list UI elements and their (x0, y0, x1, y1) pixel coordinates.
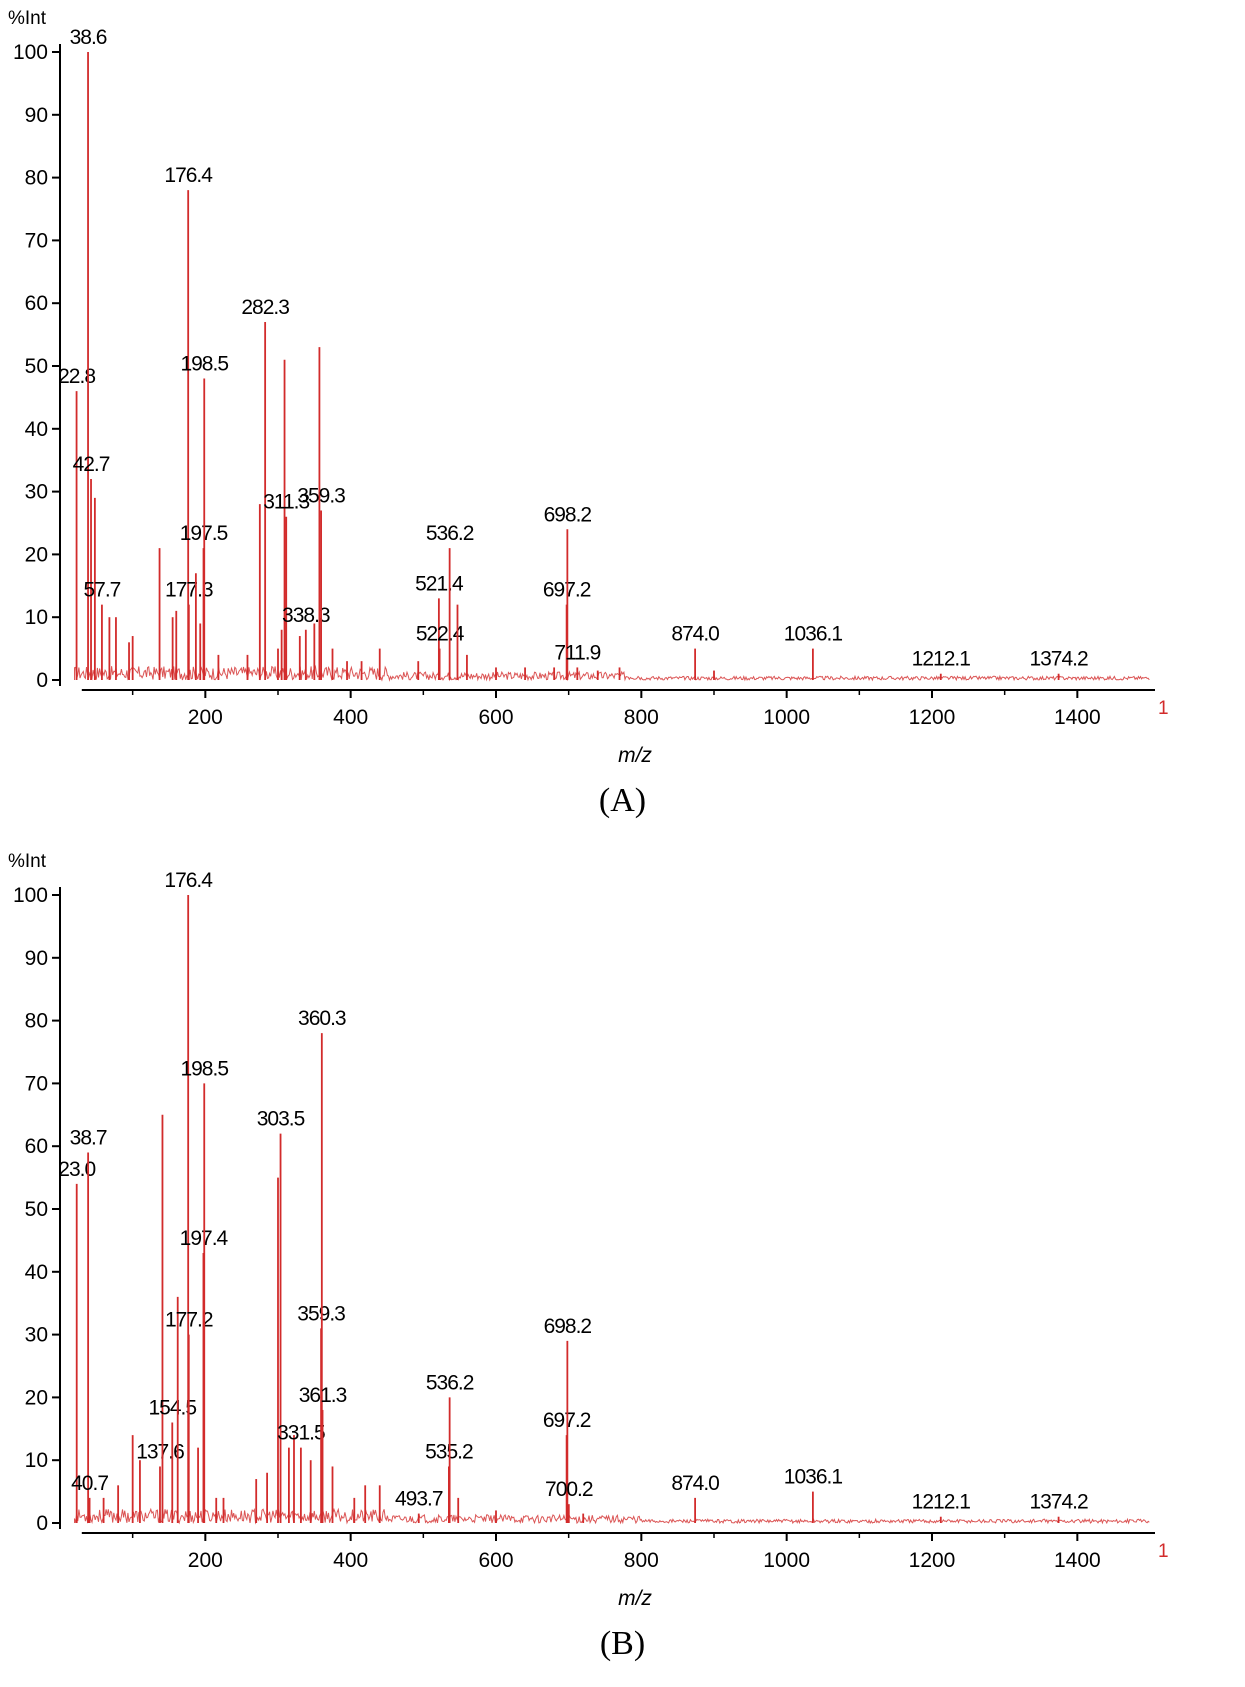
spectrum-panel-a: %Int 0 10 20 30 40 50 60 70 80 90 100 200 400 600 800 10… (0, 0, 1245, 843)
peak-label: 176.4 (164, 164, 213, 187)
mass-spectrum-b: %Int 0 10 20 30 40 50 60 70 80 90 100 200 400 600 800 10… (8, 851, 1169, 1610)
peak-label: 698.2 (544, 1315, 592, 1338)
peak-label: 57.7 (83, 579, 120, 602)
peak-label: 198.5 (180, 1057, 228, 1080)
y-axis-label: %Int (8, 8, 47, 29)
axis-edge-marker: 1 (1158, 698, 1169, 719)
x-axis-label: m/z (618, 1587, 652, 1610)
mass-spectrum-a: %Int 0 10 20 30 40 50 60 70 80 90 100 200 400 600 800 10… (8, 8, 1169, 767)
peak-label: 493.7 (395, 1488, 443, 1511)
peak-label: 1374.2 (1029, 648, 1088, 671)
peak-label: 521.4 (415, 572, 464, 595)
x-tick-label: 600 (478, 706, 513, 729)
x-tick-label: 800 (624, 706, 659, 729)
x-tick-label: 1400 (1054, 706, 1101, 729)
peak-label: 331.5 (277, 1422, 325, 1445)
peak-label: 311.3 (263, 491, 309, 514)
peak-label: 303.5 (257, 1108, 305, 1131)
y-tick-label: 80 (25, 1010, 48, 1033)
baseline-noise (74, 1507, 1150, 1525)
x-tick-label: 1400 (1054, 1549, 1101, 1572)
peak-label: 40.7 (71, 1472, 108, 1495)
y-tick-label: 10 (25, 606, 48, 629)
x-tick-label: 400 (333, 706, 368, 729)
panel-caption-a: (A) (598, 782, 647, 819)
y-axis-label: %Int (8, 851, 47, 872)
y-tick-label: 20 (25, 1386, 48, 1409)
peak-label: 38.7 (70, 1126, 107, 1149)
peak-label: 42.7 (73, 453, 110, 476)
peak-label: 177.2 (165, 1309, 213, 1332)
peak-label: 700.2 (545, 1478, 593, 1501)
peak-label: 23.0 (58, 1158, 95, 1181)
y-tick-label: 100 (13, 41, 48, 64)
peak-label: 360.3 (298, 1007, 346, 1030)
peak-label: 176.4 (164, 869, 213, 892)
peak-label: 198.5 (180, 353, 228, 376)
peak-label: 1036.1 (784, 1466, 843, 1489)
x-tick-label: 1200 (909, 706, 956, 729)
peak-label: 359.3 (297, 484, 345, 507)
peak-label: 536.2 (426, 1371, 474, 1394)
peak-label: 154.5 (148, 1397, 196, 1420)
baseline-noise (73, 664, 1150, 682)
peak-label: 1374.2 (1029, 1491, 1088, 1514)
y-tick-label: 0 (36, 669, 48, 692)
x-axis-label: m/z (618, 744, 652, 767)
y-tick-label: 90 (25, 104, 48, 127)
peak-label: 282.3 (241, 296, 289, 319)
peak-label: 1212.1 (912, 648, 971, 671)
y-tick-label: 50 (25, 355, 48, 378)
y-tick-label: 30 (25, 1324, 48, 1347)
peak-label: 874.0 (671, 623, 719, 646)
peak-label: 338.3 (282, 604, 330, 627)
y-tick-label: 10 (25, 1449, 48, 1472)
y-tick-label: 70 (25, 229, 48, 252)
y-tick-label: 30 (25, 481, 48, 504)
y-tick-label: 40 (25, 1261, 48, 1284)
x-tick-label: 1000 (763, 1549, 810, 1572)
y-tick-label: 100 (13, 884, 48, 907)
axis-edge-marker: 1 (1158, 1541, 1169, 1562)
y-tick-label: 50 (25, 1198, 48, 1221)
peak-label: 38.6 (70, 26, 107, 49)
panel-caption-b: (B) (599, 1625, 646, 1662)
peak-label: 1212.1 (912, 1491, 971, 1514)
y-tick-label: 80 (25, 167, 48, 190)
y-tick-label: 60 (25, 1135, 48, 1158)
y-tick-label: 70 (25, 1072, 48, 1095)
peak-label: 698.2 (544, 503, 592, 526)
y-tick-label: 0 (36, 1512, 48, 1535)
x-tick-label: 600 (478, 1549, 513, 1572)
peak-label: 522.4 (416, 623, 465, 646)
x-tick-label: 200 (188, 1549, 223, 1572)
y-tick-label: 20 (25, 543, 48, 566)
y-tick-label: 90 (25, 947, 48, 970)
peak-label: 177.3 (165, 579, 213, 602)
peak-label: 1036.1 (784, 623, 843, 646)
x-tick-label: 400 (333, 1549, 368, 1572)
peak-label: 536.2 (426, 522, 474, 545)
spectrum-panel-b: %Int 0 10 20 30 40 50 60 70 80 90 100 200 400 600 800 10… (0, 843, 1245, 1686)
x-tick-label: 800 (624, 1549, 659, 1572)
peak-label: 361.3 (299, 1384, 347, 1407)
x-tick-label: 1200 (909, 1549, 956, 1572)
y-tick-label: 60 (25, 292, 48, 315)
peak-label: 711.9 (554, 641, 600, 664)
peak-label: 874.0 (671, 1472, 719, 1495)
y-tick-label: 40 (25, 418, 48, 441)
x-tick-label: 1000 (763, 706, 810, 729)
x-tick-label: 200 (188, 706, 223, 729)
peak-label: 22.8 (58, 365, 95, 388)
